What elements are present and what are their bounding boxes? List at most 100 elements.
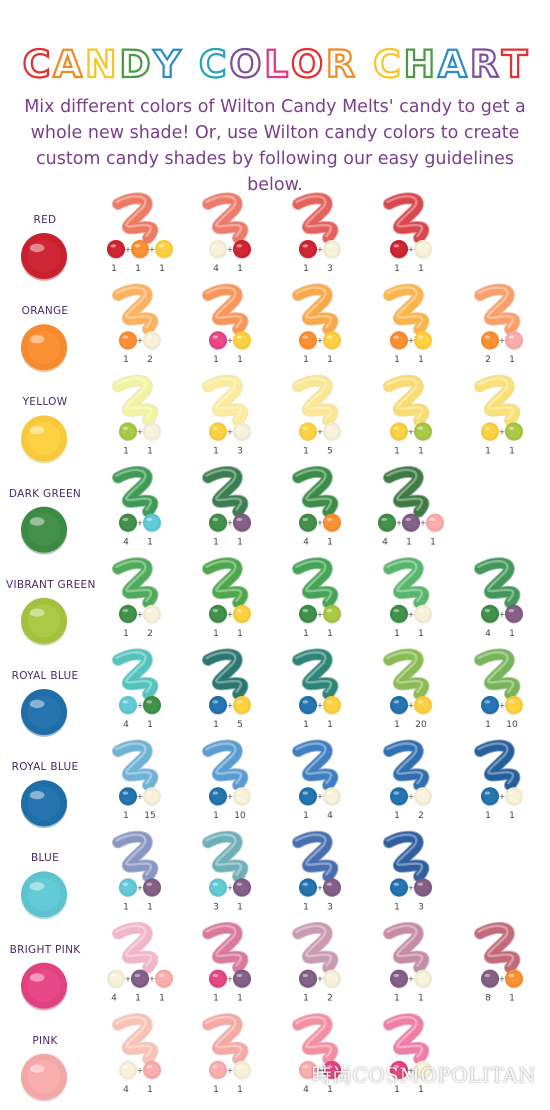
mix-recipe: 1 +1 (112, 374, 161, 456)
plus-sign: + (227, 1066, 234, 1075)
ingredient-parts: 1 (327, 720, 333, 730)
ingredient-drop (505, 969, 523, 989)
plus-sign: + (227, 610, 234, 619)
ingredient-parts: 1 (327, 538, 333, 548)
ingredient-parts: 3 (327, 902, 333, 912)
ingredient-parts: 1 (418, 355, 424, 365)
ingredient-drop (233, 604, 251, 624)
plus-sign: + (227, 883, 234, 892)
base-color-drop (21, 233, 67, 281)
ingredient-drop (119, 604, 137, 624)
ingredient-drop (299, 604, 317, 624)
plus-sign: + (499, 427, 506, 436)
ingredient-parts: 1 (430, 538, 436, 548)
ingredient-parts: 4 (303, 538, 309, 548)
ingredient-parts: 4 (213, 264, 219, 274)
title-letter: H (404, 42, 436, 84)
plus-sign: + (227, 975, 234, 984)
ingredient-parts: 1 (418, 1085, 424, 1095)
ingredient-drop (323, 787, 341, 806)
ingredient-parts: 4 (123, 1085, 129, 1095)
candy-swatch (292, 648, 339, 700)
ingredient-drop (119, 331, 137, 350)
base-color-drop (21, 1053, 67, 1102)
ingredient-parts: 1 (303, 629, 309, 639)
mix-recipe: 4 +1 (112, 648, 161, 730)
ingredient-parts: 4 (327, 811, 333, 821)
ingredient-drop (107, 969, 125, 989)
mix-recipe: 4 +1 (474, 557, 523, 639)
ingredient-drop (323, 422, 341, 442)
ingredient-parts: 1 (213, 994, 219, 1004)
ingredient-parts: 1 (509, 629, 515, 639)
mix-recipe: 4 +1 +1 (378, 465, 444, 548)
ingredient-drop (390, 604, 408, 624)
ingredient-parts: 1 (406, 538, 412, 548)
ingredient-drop (390, 878, 408, 898)
ingredient-drop (119, 513, 137, 533)
ingredient-drop (299, 240, 317, 259)
mix-recipe: 1 +5 (292, 374, 341, 456)
ingredient-parts: 1 (237, 264, 243, 274)
row-label: ROYAL BLUE (11, 670, 79, 682)
ingredient-parts: 4 (485, 629, 491, 639)
ingredient-parts: 1 (394, 994, 400, 1004)
plus-sign: + (137, 792, 144, 801)
ingredient-drop (323, 1060, 341, 1080)
ingredient-drop (481, 787, 499, 806)
mix-recipe: 8 +1 (474, 921, 523, 1004)
title-letter: R (326, 42, 355, 84)
ingredient-parts: 1 (418, 446, 424, 456)
ingredient-drop (390, 422, 408, 442)
plus-sign: + (317, 883, 324, 892)
ingredient-drop (131, 969, 149, 989)
ingredient-parts: 5 (237, 720, 243, 730)
ingredient-drop (299, 331, 317, 350)
plus-sign: + (137, 1066, 144, 1075)
ingredient-drop (414, 240, 432, 259)
ingredient-parts: 3 (213, 902, 219, 912)
ingredient-drop (414, 1060, 432, 1080)
plus-sign: + (137, 883, 144, 892)
plus-sign: + (137, 427, 144, 436)
plus-sign: + (227, 792, 234, 801)
ingredient-parts: 1 (303, 720, 309, 730)
ingredient-parts: 1 (159, 994, 165, 1004)
ingredient-drop (481, 696, 499, 715)
plus-sign: + (408, 245, 415, 254)
ingredient-parts: 1 (394, 902, 400, 912)
candy-swatch (202, 739, 249, 792)
plus-sign: + (227, 336, 234, 345)
base-color-drop (21, 962, 67, 1011)
plus-sign: + (408, 883, 415, 892)
base-color-drop (21, 871, 67, 920)
ingredient-drop (481, 331, 499, 350)
row-label: ROYAL BLUE (11, 761, 79, 774)
mix-recipe: 1 +1 (292, 557, 341, 639)
ingredient-drop (209, 422, 227, 442)
ingredient-drop (390, 787, 408, 806)
title-letter: A (53, 42, 82, 84)
mix-recipe: 1 +10 (474, 648, 523, 730)
ingredient-parts: 1 (123, 629, 129, 639)
ingredient-drop (390, 969, 408, 989)
ingredient-parts: 1 (485, 446, 491, 456)
ingredient-drop (209, 969, 227, 989)
mix-recipe: 1 +2 (112, 557, 161, 639)
ingredient-parts: 1 (237, 538, 243, 548)
candy-swatch (474, 557, 521, 609)
mix-recipe: 4 +1 (292, 465, 341, 548)
ingredient-drop (155, 969, 173, 989)
ingredient-drop (390, 696, 408, 715)
row-label: BLUE (30, 852, 60, 865)
candy-swatch (474, 739, 521, 792)
ingredient-drop (299, 878, 317, 898)
candy-swatch (112, 465, 159, 518)
ingredient-parts: 1 (123, 355, 129, 365)
ingredient-drop (414, 969, 432, 989)
plus-sign: + (227, 519, 234, 528)
ingredient-parts: 1 (485, 811, 491, 821)
base-color-drop (21, 780, 67, 829)
plus-sign: + (408, 792, 415, 801)
